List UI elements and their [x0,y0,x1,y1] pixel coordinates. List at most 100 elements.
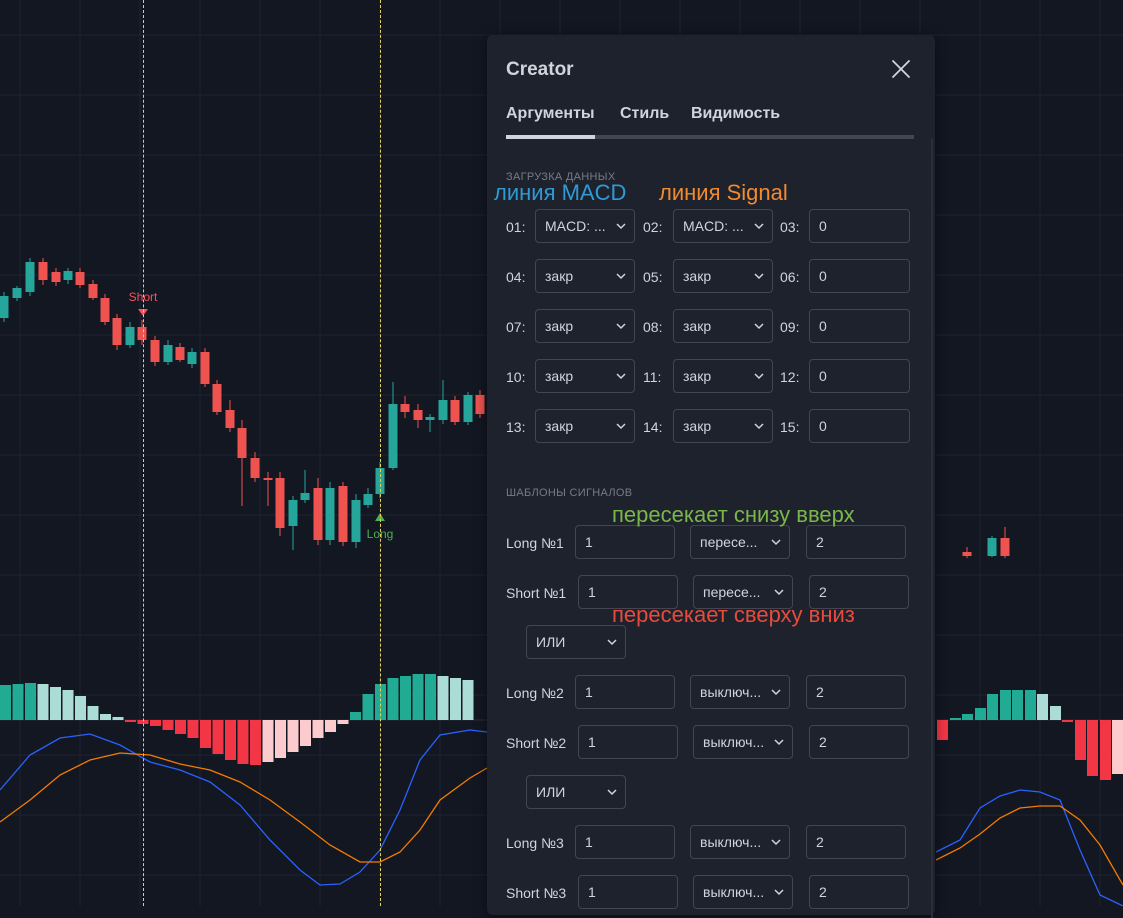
signal-operator-select[interactable]: выключ... [690,675,790,709]
candle-body [450,400,460,422]
histogram-bar [1025,690,1036,720]
histogram-bar [950,718,961,720]
histogram-bar [187,720,199,738]
chevron-down-icon [607,789,617,796]
arg-label: 15: [780,419,800,435]
histogram-bar [987,694,998,720]
arg-label: 10: [506,369,526,385]
arg-label: 12: [780,369,800,385]
arg-input[interactable]: 0 [809,309,910,343]
signal-input-a[interactable]: 1 [575,525,675,559]
tab-arguments[interactable]: Аргументы [506,105,595,122]
active-tab-indicator [506,135,595,139]
arg-select-value: закр [545,368,574,384]
signal-operator-select[interactable]: выключ... [693,725,793,759]
histogram-bar [1100,720,1111,780]
candlestick-series [0,258,1010,558]
signal-operator-select[interactable]: выключ... [690,825,790,859]
signal-input-a[interactable]: 1 [575,825,675,859]
arg-label: 02: [643,219,663,235]
candle-body [388,404,398,468]
candle-body [137,327,147,340]
histogram-bar [62,690,74,720]
arg-select[interactable]: закр [673,259,773,293]
signal-operator-value: пересе... [700,534,758,550]
histogram-bar [87,706,99,720]
signal-operator-value: выключ... [700,684,762,700]
histogram-bar [1050,706,1061,720]
arg-select-value: закр [545,418,574,434]
arg-select[interactable]: MACD: ... [535,209,635,243]
chevron-down-icon [771,839,781,846]
signal-operator-value: выключ... [700,834,762,850]
annotation-macd-line: линия MACD [494,180,627,205]
histogram-bar [450,678,461,720]
signal-input-a[interactable]: 1 [575,675,675,709]
arg-select[interactable]: закр [673,359,773,393]
histogram-bar [162,720,174,730]
logic-select[interactable]: ИЛИ [526,625,626,659]
candle-body [438,400,448,420]
tab-bar: Аргументы Стиль Видимость [506,105,914,139]
signal-input-b[interactable]: 2 [806,825,906,859]
chevron-down-icon [754,423,764,430]
signal-operator-select[interactable]: пересе... [690,525,790,559]
arg-label: 13: [506,419,526,435]
signal-label: Long №3 [506,835,564,851]
candle-body [475,395,485,414]
histogram-bar [12,684,24,720]
chevron-down-icon [771,539,781,546]
histogram-bar [300,720,311,746]
chevron-down-icon [616,373,626,380]
histogram-bar [50,687,61,720]
signal-input-b[interactable]: 2 [809,725,909,759]
histogram-bar [937,720,948,740]
signal-input-b[interactable]: 2 [809,875,909,909]
arg-select[interactable]: закр [535,259,635,293]
chevron-down-icon [771,689,781,696]
annotation-signal-line: линия Signal [659,180,788,205]
histogram-bar [1087,720,1098,776]
chevron-down-icon [774,889,784,896]
tab-visibility[interactable]: Видимость [691,105,781,122]
scrollbar[interactable] [931,138,933,918]
signal-label: Long №2 [506,685,564,701]
arg-select[interactable]: MACD: ... [673,209,773,243]
arg-select[interactable]: закр [535,409,635,443]
histogram-bar [225,720,236,760]
logic-select[interactable]: ИЛИ [526,775,626,809]
arg-select[interactable]: закр [673,409,773,443]
arg-input[interactable]: 0 [809,409,910,443]
arg-select[interactable]: закр [535,309,635,343]
arg-input[interactable]: 0 [809,209,910,243]
candle-body [413,410,423,420]
histogram-bar [25,683,36,720]
tab-style[interactable]: Стиль [620,105,670,122]
histogram-bar [212,720,224,754]
chevron-down-icon [616,273,626,280]
signal-input-b[interactable]: 2 [806,525,906,559]
arg-select[interactable]: закр [535,359,635,393]
signal-input-b[interactable]: 2 [806,675,906,709]
chevron-down-icon [754,323,764,330]
signal-operator-select[interactable]: выключ... [693,875,793,909]
signal-input-a[interactable]: 1 [578,575,678,609]
histogram-bar [1000,690,1011,720]
histogram-bar [1012,690,1023,720]
chevron-down-icon [616,223,626,230]
histogram-bar [350,712,361,720]
arg-input[interactable]: 0 [809,359,910,393]
arg-input[interactable]: 0 [809,259,910,293]
signal-input-a[interactable]: 1 [578,725,678,759]
chevron-down-icon [774,589,784,596]
candle-body [0,296,9,318]
arg-select[interactable]: закр [673,309,773,343]
candle-body [100,298,110,322]
signal-input-a[interactable]: 1 [578,875,678,909]
histogram-bar [275,720,286,758]
signal-operator-select[interactable]: пересе... [693,575,793,609]
close-button[interactable] [887,55,915,83]
candle-body [425,417,435,420]
signal-input-b[interactable]: 2 [809,575,909,609]
histogram-bar [112,717,124,720]
